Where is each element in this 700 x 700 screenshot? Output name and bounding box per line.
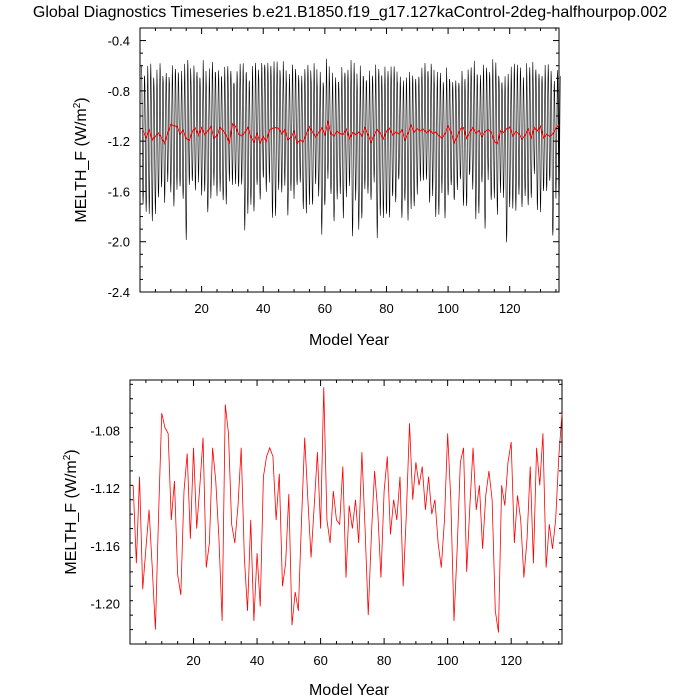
y-tick-label: -1.20 [90, 597, 120, 612]
x-tick-label: 80 [379, 301, 393, 316]
y-tick-label: -1.2 [108, 134, 130, 149]
x-tick-label: 100 [437, 301, 459, 316]
figure-title: Global Diagnostics Timeseries b.e21.B185… [33, 4, 667, 21]
x-tick-label: 100 [437, 653, 459, 668]
chart-bottom: 20 40 60 80 100 120 -1.20 -1.16 -1.12 -1.08 Model… [62, 379, 563, 699]
y-tick-label: -0.8 [108, 84, 130, 99]
x-tick-label: 80 [377, 653, 391, 668]
series-line-annual [142, 120, 560, 145]
y-axis-label-main: MELTH_F (W/m [63, 460, 80, 574]
y-axis-label-tail: ) [73, 97, 90, 102]
x-tick-label: 60 [313, 653, 327, 668]
series-layer-top [141, 58, 561, 243]
series-line-annual [132, 387, 563, 633]
y-tick-label: -2.4 [108, 285, 130, 300]
y-axis-label-tail: ) [63, 449, 80, 454]
x-tick-label: 40 [256, 301, 270, 316]
x-tick-label: 120 [500, 653, 522, 668]
axis-ticks-top: 20 40 60 80 100 120 -2.4 -2.0 -1.6 -1.2 -0.8 -0.4 [108, 27, 559, 316]
y-axis-label-top: MELTH_F (W/m2) [72, 97, 90, 222]
y-axis-label-bottom: MELTH_F (W/m2) [62, 449, 80, 574]
y-tick-label: -1.08 [90, 423, 120, 438]
series-layer-bottom [132, 387, 563, 633]
series-line-monthly [141, 58, 561, 243]
y-tick-label: -0.4 [108, 34, 130, 49]
y-tick-label: -2.0 [108, 235, 130, 250]
y-axis-label-sup: 2 [72, 102, 83, 108]
x-axis-label-top: Model Year [309, 332, 390, 349]
axis-ticks-bottom: 20 40 60 80 100 120 -1.20 -1.16 -1.12 -1.08 [90, 380, 562, 668]
plot-frame-top [139, 27, 560, 293]
y-tick-label: -1.16 [90, 539, 120, 554]
y-tick-label: -1.6 [108, 184, 130, 199]
x-tick-label: 40 [250, 653, 264, 668]
y-tick-label: -1.12 [90, 481, 120, 496]
plot-frame-bottom [129, 379, 563, 645]
y-axis-label-main: MELTH_F (W/m [73, 108, 90, 222]
chart-top: 20 40 60 80 100 120 -2.4 -2.0 -1.6 -1.2 -0.8 -0.4 M… [72, 27, 561, 349]
x-tick-label: 20 [186, 653, 200, 668]
x-axis-label-bottom: Model Year [309, 682, 390, 699]
x-tick-label: 120 [499, 301, 521, 316]
x-tick-label: 20 [194, 301, 208, 316]
y-axis-label-sup: 2 [62, 454, 73, 460]
x-tick-label: 60 [318, 301, 332, 316]
